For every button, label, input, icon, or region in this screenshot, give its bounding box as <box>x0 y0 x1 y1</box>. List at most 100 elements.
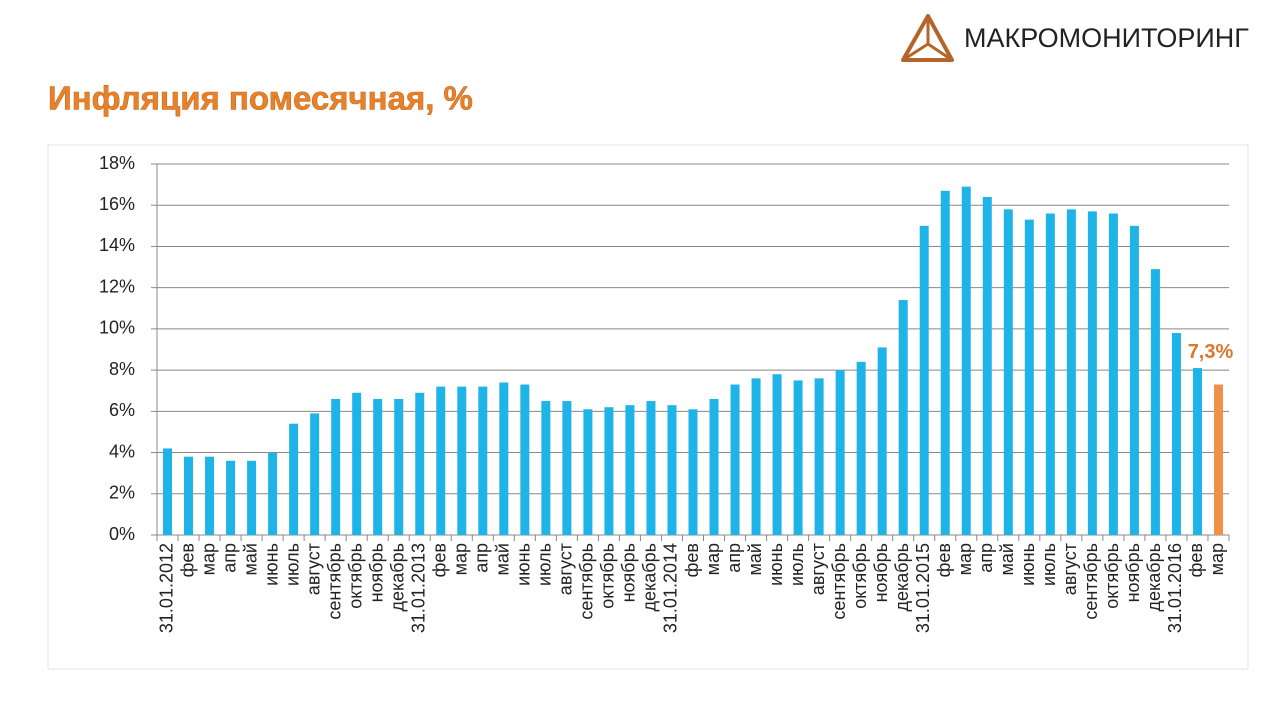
bar <box>205 456 215 535</box>
bar <box>331 398 341 535</box>
x-tick-label: фев <box>934 543 954 577</box>
bar <box>310 413 320 535</box>
bar <box>646 401 656 535</box>
x-tick-label: фев <box>430 543 450 577</box>
y-tick-label: 18% <box>99 153 135 173</box>
y-tick-label: 12% <box>99 276 135 296</box>
bar <box>940 190 950 536</box>
x-tick-label: апр <box>976 543 996 573</box>
bar <box>184 456 194 535</box>
y-tick-label: 6% <box>109 400 135 420</box>
bar <box>877 347 887 535</box>
x-tick-label: мар <box>198 543 218 575</box>
bar <box>667 405 677 535</box>
x-tick-label: 31.01.2016 <box>1165 543 1185 633</box>
bar <box>730 384 740 535</box>
x-tick-label: фев <box>1186 543 1206 577</box>
x-tick-label: мар <box>703 543 723 575</box>
bar <box>436 386 446 535</box>
x-tick-label: 31.01.2013 <box>408 543 428 633</box>
x-tick-label: ноябрь <box>619 543 639 602</box>
x-tick-label: апр <box>724 543 744 573</box>
bar <box>1171 333 1181 535</box>
bar <box>520 384 530 535</box>
x-tick-label: июнь <box>514 543 534 586</box>
x-tick-label: фев <box>682 543 702 577</box>
x-tick-label: июль <box>1039 543 1059 586</box>
x-tick-label: 31.01.2015 <box>913 543 933 633</box>
bar <box>1192 368 1202 535</box>
x-tick-label: ноябрь <box>366 543 386 602</box>
x-tick-label: май <box>240 543 260 575</box>
bar <box>457 386 467 535</box>
bar <box>625 405 635 535</box>
bar <box>478 386 488 535</box>
bar <box>541 401 551 535</box>
x-tick-label: мар <box>955 543 975 575</box>
x-tick-label: октябрь <box>1102 543 1122 609</box>
chart-title: Инфляция помесячная, % <box>48 80 473 117</box>
bar <box>919 225 929 536</box>
bar <box>793 380 803 535</box>
bar <box>247 460 257 535</box>
bar <box>394 398 404 535</box>
x-tick-label: июль <box>282 543 302 586</box>
bar <box>856 361 866 535</box>
bar <box>1150 269 1160 535</box>
y-tick-label: 14% <box>99 235 135 255</box>
bar <box>982 196 992 535</box>
x-tick-label: август <box>303 543 323 595</box>
x-tick-label: август <box>1060 543 1080 595</box>
x-tick-label: май <box>493 543 513 575</box>
x-tick-label: декабрь <box>387 543 407 612</box>
x-tick-label: 31.01.2012 <box>156 543 176 633</box>
x-tick-label: сентябрь <box>1081 543 1101 620</box>
bar <box>499 382 509 535</box>
x-tick-label: ноябрь <box>871 543 891 602</box>
logo-icon <box>901 14 954 62</box>
bar <box>1024 219 1034 535</box>
bar <box>163 448 173 535</box>
bar <box>583 409 593 535</box>
bar <box>562 401 572 535</box>
x-tick-label: декабрь <box>1144 543 1164 612</box>
bar <box>352 392 362 535</box>
bar <box>1045 213 1055 535</box>
x-tick-label: сентябрь <box>577 543 597 620</box>
y-tick-label: 0% <box>109 524 135 544</box>
bar <box>268 452 278 535</box>
plot: 0%2%4%6%8%10%12%14%16%18%31.01.2012 фев ма… <box>99 153 1234 633</box>
bar <box>1213 384 1223 535</box>
x-tick-label: ноябрь <box>1123 543 1143 602</box>
bar <box>835 370 845 535</box>
x-tick-label: июнь <box>261 543 281 586</box>
x-tick-label: август <box>556 543 576 595</box>
x-tick-label: октябрь <box>850 543 870 609</box>
x-tick-label: декабрь <box>892 543 912 612</box>
x-tick-label: июль <box>535 543 555 586</box>
y-tick-label: 10% <box>99 318 135 338</box>
x-tick-label: фев <box>177 543 197 577</box>
x-tick-label: октябрь <box>345 543 365 609</box>
x-tick-label: октябрь <box>598 543 618 609</box>
x-tick-label: июнь <box>766 543 786 586</box>
brand: МАКРОМОНИТОРИНГ <box>964 23 1249 53</box>
bar <box>1129 225 1139 536</box>
x-tick-label: апр <box>472 543 492 573</box>
x-tick-label: май <box>997 543 1017 575</box>
bar <box>289 423 299 535</box>
y-tick-label: 4% <box>109 441 135 461</box>
bar <box>1087 211 1097 535</box>
bar <box>415 392 425 535</box>
bar <box>1066 209 1076 535</box>
x-tick-label: сентябрь <box>324 543 344 620</box>
bar <box>961 186 971 535</box>
x-tick-label: мар <box>451 543 471 575</box>
x-tick-label: сентябрь <box>829 543 849 620</box>
bar <box>709 398 719 535</box>
x-tick-label: 31.01.2014 <box>661 543 681 633</box>
bar <box>1003 209 1013 535</box>
bar <box>814 378 824 535</box>
